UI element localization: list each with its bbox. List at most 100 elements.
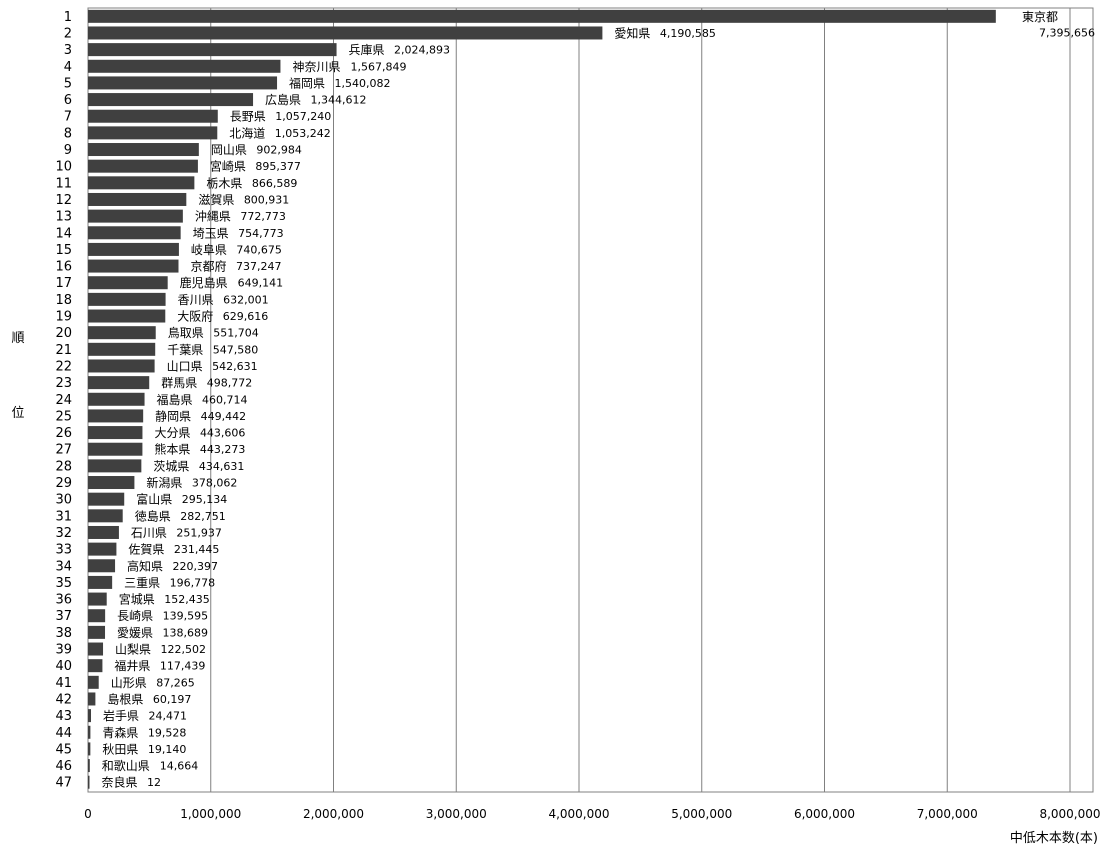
rank-label: 16	[55, 260, 72, 275]
bar	[88, 442, 143, 456]
bar	[88, 226, 181, 240]
prefecture-label: 広島県	[265, 92, 301, 107]
rank-label: 29	[55, 476, 72, 491]
prefecture-label: 新潟県	[146, 475, 182, 490]
bar	[88, 259, 179, 273]
value-labels: 7,395,656 4,190,585 2,024,893 1,567,849 1,54…	[147, 26, 1095, 789]
value-label: 139,595	[163, 610, 209, 623]
bar	[88, 476, 135, 490]
rank-label: 3	[64, 43, 72, 58]
bar	[88, 143, 199, 157]
bar	[88, 609, 106, 623]
value-label: 629,616	[223, 310, 269, 323]
prefecture-label: 富山県	[136, 492, 172, 507]
bar	[88, 276, 168, 290]
rank-label: 32	[55, 526, 72, 541]
bar	[88, 725, 91, 739]
value-label: 231,445	[174, 543, 220, 556]
rank-label: 11	[55, 176, 72, 191]
prefecture-label: 奈良県	[102, 775, 138, 790]
prefecture-label: 山口県	[167, 359, 203, 373]
rank-label: 22	[55, 359, 72, 374]
prefecture-label: 岐阜県	[191, 243, 227, 257]
x-tick-label: 2,000,000	[303, 807, 364, 821]
value-label: 740,675	[236, 243, 281, 256]
prefecture-label: 滋賀県	[198, 193, 234, 207]
value-label: 772,773	[240, 210, 286, 223]
rank-label: 4	[64, 60, 72, 75]
rank-label: 43	[55, 709, 72, 724]
x-tick-label: 4,000,000	[548, 807, 609, 821]
prefecture-label: 岩手県	[103, 708, 139, 723]
prefecture-label: 沖縄県	[195, 209, 231, 224]
prefecture-label: 神奈川県	[292, 60, 340, 74]
value-label: 282,751	[180, 510, 226, 523]
value-label: 443,273	[200, 443, 246, 456]
rank-label: 2	[64, 26, 72, 41]
prefecture-label: 京都府	[190, 259, 226, 274]
prefecture-label: 福岡県	[289, 75, 325, 90]
y-axis-label: 順位	[11, 331, 24, 421]
y-axis-label-char: 位	[11, 406, 24, 421]
rank-label: 26	[55, 426, 72, 441]
prefecture-label: 愛媛県	[117, 626, 153, 640]
bar	[88, 26, 603, 40]
bar	[88, 675, 99, 689]
bar	[88, 592, 107, 606]
rank-label: 33	[55, 543, 72, 558]
value-label: 152,435	[164, 593, 210, 606]
bar	[88, 292, 166, 306]
prefecture-label: 長崎県	[117, 609, 153, 623]
rank-label: 15	[55, 243, 72, 258]
prefecture-label: 鳥取県	[168, 325, 204, 340]
bar	[88, 542, 117, 556]
rank-label: 36	[55, 593, 72, 608]
bar	[88, 742, 91, 756]
prefecture-label: 鹿児島県	[180, 275, 228, 290]
bar	[88, 59, 281, 73]
prefecture-label: 北海道	[229, 125, 265, 140]
rank-label: 30	[55, 493, 72, 508]
rank-label: 44	[55, 726, 72, 741]
prefecture-label: 青森県	[102, 725, 138, 740]
rank-label: 17	[55, 276, 72, 291]
prefecture-label: 島根県	[107, 691, 143, 706]
x-tick-label: 7,000,000	[917, 807, 978, 821]
value-label: 122,502	[161, 643, 207, 656]
prefecture-label: 茨城県	[153, 459, 189, 473]
bar	[88, 575, 113, 589]
value-label: 24,471	[149, 710, 188, 723]
prefecture-label: 宮城県	[119, 592, 155, 607]
value-label: 547,580	[213, 343, 259, 356]
value-label: 220,397	[173, 560, 219, 573]
value-label: 378,062	[192, 477, 238, 490]
prefecture-label: 福島県	[157, 392, 193, 407]
rank-label: 8	[64, 126, 72, 141]
value-label: 196,778	[170, 576, 216, 589]
prefecture-label: 東京都	[1022, 10, 1058, 24]
bar	[88, 209, 183, 223]
bar	[88, 659, 103, 673]
prefecture-label: 山形県	[111, 676, 147, 690]
prefecture-label: 宮崎県	[210, 159, 246, 174]
value-label: 434,631	[199, 460, 245, 473]
bar	[88, 775, 90, 789]
bar	[88, 709, 92, 723]
value-label: 4,190,585	[660, 27, 716, 40]
value-label: 1,053,242	[275, 127, 331, 140]
bar	[88, 509, 123, 523]
value-label: 251,937	[176, 526, 222, 539]
bar	[88, 459, 142, 473]
bar	[88, 692, 96, 706]
rank-label: 42	[55, 692, 72, 707]
rank-label: 6	[64, 93, 72, 108]
x-tick-label: 8,000,000	[1039, 807, 1100, 821]
value-label: 87,265	[156, 676, 195, 689]
bar	[88, 359, 155, 373]
prefecture-label: 静岡県	[155, 409, 191, 423]
x-tick-label: 6,000,000	[794, 807, 855, 821]
rank-label: 25	[55, 409, 72, 424]
bar	[88, 76, 278, 90]
value-label: 2,024,893	[394, 44, 450, 57]
bar	[88, 192, 187, 206]
